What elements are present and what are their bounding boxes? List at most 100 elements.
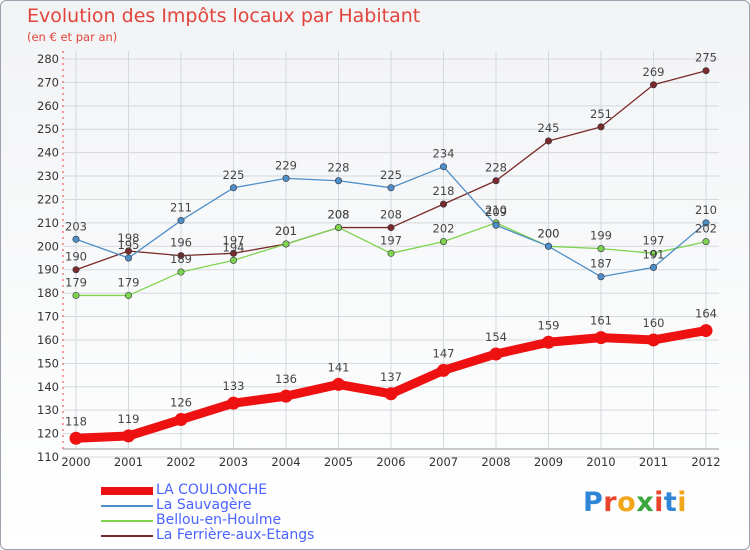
data-label: 191 — [643, 247, 665, 261]
x-tick-label: 2008 — [481, 455, 510, 469]
legend-label: LA COULONCHE — [156, 482, 268, 498]
data-point — [387, 224, 395, 232]
data-point — [597, 123, 605, 131]
data-point — [125, 247, 133, 255]
x-tick-label: 2011 — [639, 455, 668, 469]
data-point — [489, 347, 503, 361]
data-point — [702, 67, 710, 75]
data-label: 179 — [118, 275, 140, 289]
y-tick-label: 170 — [37, 310, 59, 324]
logo-letter: o — [617, 487, 637, 518]
data-point — [597, 245, 605, 253]
data-label: 164 — [695, 307, 717, 321]
logo-letter: P — [583, 487, 604, 518]
y-tick-label: 220 — [37, 192, 59, 206]
data-label: 202 — [695, 222, 717, 236]
data-point — [125, 291, 133, 299]
data-point — [594, 331, 608, 345]
data-point — [387, 249, 395, 257]
y-tick-label: 260 — [37, 99, 59, 113]
data-label: 118 — [65, 414, 87, 428]
legend-swatch — [101, 519, 153, 522]
data-point — [174, 413, 188, 427]
data-point — [230, 184, 238, 192]
data-point — [332, 377, 345, 391]
data-label: 225 — [223, 168, 245, 182]
y-tick-label: 280 — [37, 52, 59, 66]
y-tick-label: 160 — [37, 333, 59, 347]
data-label: 275 — [695, 51, 717, 65]
data-label: 198 — [118, 231, 140, 245]
x-tick-label: 2003 — [219, 455, 248, 469]
legend-swatch — [101, 504, 153, 507]
data-label: 228 — [328, 161, 350, 175]
data-point — [544, 137, 552, 145]
data-point — [699, 324, 713, 338]
data-label: 210 — [695, 203, 717, 217]
data-label: 136 — [275, 372, 297, 386]
legend-label: La Sauvagère — [156, 497, 252, 513]
data-label: 229 — [275, 158, 297, 172]
logo-letter: x — [636, 487, 655, 518]
legend-label: La Ferrière-aux-Etangs — [156, 527, 315, 543]
data-label: 197 — [380, 233, 402, 247]
data-point — [544, 242, 552, 250]
x-tick-label: 2002 — [166, 455, 195, 469]
y-tick-label: 110 — [37, 450, 59, 464]
data-label: 201 — [275, 224, 297, 238]
x-tick-label: 2012 — [691, 455, 720, 469]
data-label: 211 — [170, 201, 192, 215]
data-label: 194 — [223, 240, 245, 254]
data-label: 137 — [380, 370, 402, 384]
data-point — [387, 184, 395, 192]
data-point — [334, 177, 342, 185]
x-tick-label: 2006 — [376, 455, 405, 469]
data-label: 269 — [643, 65, 665, 79]
x-tick-label: 2007 — [429, 455, 458, 469]
data-label: 200 — [538, 226, 560, 240]
data-label: 225 — [380, 168, 402, 182]
data-label: 133 — [223, 379, 245, 393]
legend-label: Bellou-en-Houlme — [156, 512, 282, 528]
data-label: 210 — [485, 203, 507, 217]
data-point — [437, 363, 450, 377]
data-point — [492, 221, 500, 229]
x-tick-label: 2004 — [271, 455, 300, 469]
proxiti-logo: Proxiti — [583, 487, 687, 518]
data-label: 228 — [485, 161, 507, 175]
y-tick-label: 130 — [37, 403, 59, 417]
legend-swatch — [101, 486, 153, 495]
data-point — [439, 163, 447, 171]
data-label: 197 — [223, 233, 245, 247]
y-tick-label: 180 — [37, 286, 59, 300]
data-label: 245 — [538, 121, 560, 135]
data-label: 208 — [380, 208, 402, 222]
logo-letter: i — [677, 487, 688, 518]
chart-title: Evolution des Impôts locaux par Habitant — [27, 5, 421, 27]
data-label: 209 — [485, 205, 507, 219]
data-point — [439, 238, 447, 246]
data-point — [542, 335, 555, 349]
logo-letter: r — [603, 487, 618, 518]
data-label: 161 — [590, 314, 612, 328]
logo-letter: i — [654, 487, 664, 518]
data-label: 119 — [118, 412, 140, 426]
data-label: 201 — [275, 224, 297, 238]
data-point — [649, 81, 657, 89]
data-label: 196 — [170, 236, 192, 250]
data-label: 195 — [118, 238, 140, 252]
data-label: 126 — [170, 396, 192, 410]
data-label: 218 — [433, 184, 455, 198]
data-point — [334, 224, 342, 232]
x-tick-label: 2005 — [324, 455, 353, 469]
data-label: 189 — [170, 252, 192, 266]
data-label: 160 — [643, 316, 665, 330]
data-label: 234 — [433, 147, 455, 161]
data-label: 159 — [538, 318, 560, 332]
y-tick-label: 190 — [37, 263, 59, 277]
data-point — [72, 235, 80, 243]
data-point — [177, 252, 185, 260]
data-label: 251 — [590, 107, 612, 121]
y-tick-label: 230 — [37, 169, 59, 183]
